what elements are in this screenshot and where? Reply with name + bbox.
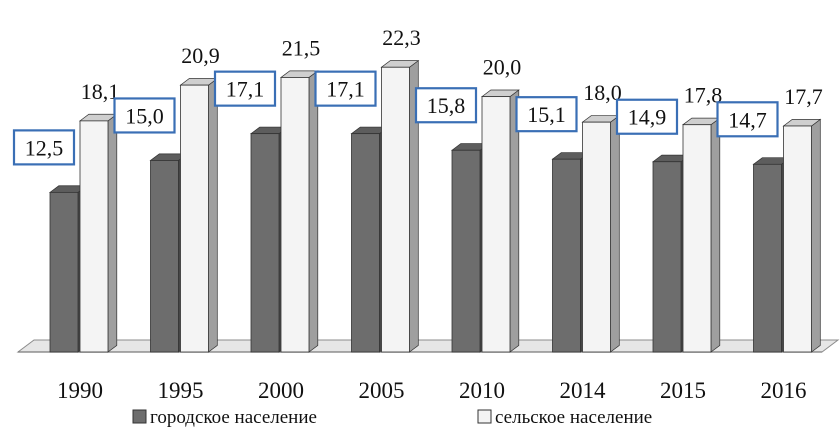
bar-rural-1990-front [79, 120, 109, 353]
urban-value-label-1990: 12,5 [25, 135, 64, 160]
urban-label-box-2010 [414, 87, 478, 124]
rural-value-label-2000: 21,5 [282, 35, 321, 60]
bar-rural-2016-front [783, 125, 812, 353]
legend-urban-label: городское население [150, 407, 317, 428]
x-tick-label-2005: 2005 [359, 378, 405, 403]
bar-rural-2014 [581, 114, 621, 353]
x-axis-ticks: 1990 1995 2000 2005 2010 2014 2015 2016 [57, 378, 807, 403]
x-tick-label-1995: 1995 [158, 378, 204, 403]
x-tick-label-2014: 2014 [560, 378, 607, 403]
bar-rural-2000-side [308, 70, 319, 353]
legend: городское население сельское население [132, 407, 652, 428]
urban-label-box-1990 [12, 129, 76, 166]
bar-rural-1995 [179, 77, 219, 353]
bar-rural-1990 [78, 113, 118, 353]
bar-urban-1995-front [150, 160, 179, 353]
x-tick-label-2010: 2010 [459, 378, 505, 403]
urban-value-label-2010: 15,8 [427, 93, 466, 118]
bar-urban-1990-front [49, 191, 79, 353]
bar-rural-2015 [681, 117, 721, 353]
rural-value-label-2014: 18,0 [583, 80, 622, 105]
urban-label-box-2014 [515, 96, 578, 133]
bar-urban-2014-front [552, 158, 581, 353]
legend-rural-swatch [477, 409, 492, 424]
bar-rural-2015-side [710, 117, 721, 353]
bar-rural-2010-front [481, 96, 511, 353]
legend-rural-label: сельское население [495, 407, 652, 428]
urban-label-box-2016 [716, 101, 779, 138]
rural-value-label-2010: 20,0 [483, 55, 522, 80]
x-tick-label-2015: 2015 [660, 378, 706, 403]
rural-value-label-1995: 20,9 [181, 43, 220, 68]
bar-rural-2015-front [682, 124, 712, 353]
bar-urban-2015-front [652, 161, 682, 353]
rural-value-label-1990: 18,1 [81, 79, 120, 104]
bar-urban-2005-front [351, 133, 380, 353]
bar-rural-2000-front [280, 77, 310, 353]
urban-value-label-2005: 17,1 [326, 77, 365, 102]
bar-rural-2005 [380, 59, 420, 353]
legend-rural: сельское население [477, 407, 652, 428]
urban-label-box-2005 [314, 70, 377, 107]
x-tick-label-2000: 2000 [258, 378, 304, 403]
x-tick-label-1990: 1990 [57, 378, 103, 403]
bar-rural-2014-front [582, 121, 611, 353]
bar-rural-2000 [279, 70, 319, 353]
bar-rural-2010 [480, 89, 520, 353]
bar-rural-1995-front [180, 84, 209, 353]
urban-value-label-1995: 15,0 [125, 103, 164, 128]
x-tick-label-2016: 2016 [761, 378, 807, 403]
bar-urban-2010-front [451, 149, 481, 353]
urban-value-label-2000: 17,1 [226, 77, 265, 102]
urban-label-box-2000 [213, 70, 277, 107]
urban-value-label-2016: 14,7 [728, 107, 767, 132]
bar-urban-2016-front [753, 163, 782, 353]
data-labels: 12,518,115,020,917,121,517,122,315,820,0… [12, 25, 823, 166]
bar-rural-2014-side [610, 114, 620, 353]
legend-urban: городское население [132, 407, 317, 428]
bar-rural-1990-side [107, 113, 118, 353]
bar-rural-2016-side [811, 118, 821, 353]
legend-urban-swatch [132, 409, 147, 424]
rural-value-label-2015: 17,8 [684, 83, 723, 108]
bar-rural-2005-front [381, 66, 410, 353]
urban-value-label-2014: 15,1 [527, 102, 566, 127]
bars [48, 59, 822, 353]
urban-label-box-2015 [615, 98, 679, 135]
bar-rural-2016 [782, 118, 822, 353]
bar-urban-2000-front [250, 133, 280, 353]
rural-value-label-2005: 22,3 [382, 25, 421, 50]
bar-rural-1995-side [208, 77, 218, 353]
rural-value-label-2016: 17,7 [784, 84, 823, 109]
urban-label-box-1995 [113, 97, 176, 134]
urban-value-label-2015: 14,9 [628, 105, 667, 130]
